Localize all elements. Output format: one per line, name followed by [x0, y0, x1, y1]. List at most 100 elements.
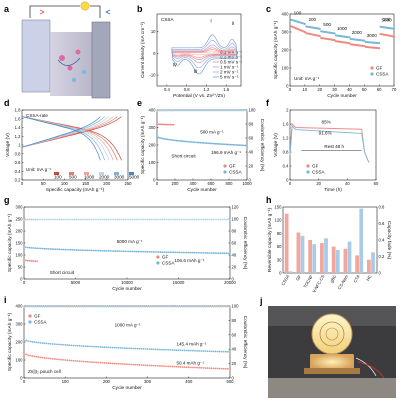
data-point: [76, 344, 79, 347]
ce-point: [211, 109, 214, 112]
y2-tick-label: 20: [249, 164, 254, 169]
y-axis-label: Current density (mA cm⁻²): [140, 22, 146, 78]
ce-point: [156, 109, 158, 112]
data-point: [130, 363, 133, 366]
data-point: [31, 340, 34, 343]
data-point: [90, 249, 93, 252]
data-point: [191, 251, 194, 254]
ce-point: [228, 109, 230, 112]
x-tick-label: 600: [208, 181, 216, 186]
x-tick-label: 70: [392, 87, 397, 92]
data-point: [217, 252, 220, 255]
ce-point: [221, 218, 224, 221]
legend-label: CSSA: [312, 170, 325, 175]
data-point: [228, 143, 230, 146]
ce-point: [186, 218, 188, 221]
ce-point: [184, 109, 187, 112]
ce-point: [184, 218, 186, 221]
data-point: [214, 252, 216, 254]
data-point: [45, 247, 48, 250]
data-point: [29, 340, 32, 343]
bar-fade: [371, 252, 375, 273]
data-point: [193, 141, 196, 144]
data-point: [33, 355, 36, 358]
data-point: [171, 349, 174, 351]
data-point: [54, 248, 57, 251]
data-point: [33, 341, 36, 344]
y-tick-label: 1.6: [283, 122, 289, 127]
x-tick-label: 0.8: [184, 87, 190, 92]
bar-fade: [288, 271, 293, 273]
panel-a-schematic: a: [4, 1, 111, 99]
bar-fade: [324, 238, 328, 273]
data-point: [24, 246, 27, 249]
data-point: [137, 250, 140, 253]
data-point: [49, 342, 52, 345]
x-tick-label: 0: [289, 181, 292, 186]
ce-point: [117, 305, 120, 308]
ce-point: [210, 218, 213, 221]
rate-label: 3000: [367, 33, 378, 38]
data-point: [86, 360, 89, 363]
data-point: [146, 364, 149, 367]
data-point: [157, 364, 159, 367]
x-tick-label: CSSA: [280, 274, 290, 287]
ce-point: [198, 305, 200, 308]
rate-label: 2000: [352, 30, 363, 35]
data-point: [51, 357, 54, 360]
data-point: [109, 362, 112, 365]
ce-point: [31, 305, 34, 308]
ce-point: [148, 305, 151, 308]
ce-point: [174, 218, 177, 221]
data-point: [29, 354, 32, 357]
data-point: [182, 251, 185, 254]
ce-point: [85, 218, 87, 221]
data-point: [74, 360, 77, 362]
data-point: [157, 251, 160, 253]
value-annotation-gf: 50.4 mAh g⁻¹: [176, 361, 204, 366]
data-point: [99, 249, 102, 252]
data-point: [62, 358, 65, 361]
data-point: [128, 347, 130, 350]
data-point: [171, 365, 174, 368]
data-point: [213, 142, 215, 145]
ce-point: [109, 218, 111, 221]
data-point: [211, 142, 214, 145]
x-tick-label: 40: [347, 87, 352, 92]
ce-point: [225, 109, 227, 112]
data-point: [214, 367, 217, 370]
rate-label: 100: [294, 10, 302, 15]
ce-point: [216, 109, 218, 112]
data-point: [227, 350, 229, 353]
data-point: [152, 348, 155, 351]
data-point: [198, 141, 200, 144]
data-point: [60, 358, 62, 361]
rate-annotation: 5000 mA g⁻¹: [117, 239, 143, 244]
data-point: [117, 346, 120, 349]
ce-point: [146, 305, 149, 308]
data-point: [88, 249, 91, 252]
y-tick-label: 30: [277, 257, 282, 262]
ce-point: [90, 218, 93, 221]
ce-point: [120, 218, 123, 221]
data-point: [101, 361, 104, 364]
ce-point: [222, 109, 224, 112]
data-point: [135, 250, 138, 253]
ce-point: [142, 305, 145, 308]
ce-point: [60, 305, 62, 308]
y-tick-label: 2: [286, 108, 289, 113]
x-tick-label: 800: [226, 181, 234, 186]
ce-point: [229, 109, 232, 112]
peak-label: Ⅲ: [194, 69, 197, 74]
ce-point: [225, 305, 227, 308]
data-point: [28, 246, 31, 249]
ce-point: [206, 305, 209, 308]
data-point: [167, 251, 170, 254]
data-point: [181, 366, 184, 368]
y-axis-label: Reversible capacity (mAh g⁻¹): [267, 208, 273, 273]
ce-point: [144, 305, 147, 308]
x-tick-label: 30: [332, 87, 337, 92]
data-point: [219, 143, 221, 145]
y-tick-label: 0: [20, 277, 23, 282]
